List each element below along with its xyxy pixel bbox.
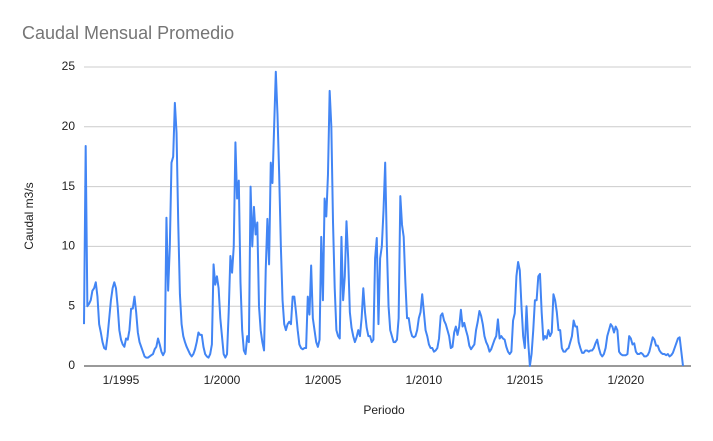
x-tick-label: 1/2020 (607, 373, 644, 387)
y-tick-label: 10 (62, 239, 76, 253)
y-tick-label: 0 (68, 358, 75, 372)
y-tick-label: 25 (62, 59, 76, 73)
data-line (83, 70, 684, 367)
chart-title: Caudal Mensual Promedio (22, 23, 234, 43)
x-axis-label: Periodo (363, 403, 405, 417)
y-axis-label: Caudal m3/s (22, 182, 36, 249)
x-tick-label: 1/1995 (103, 373, 140, 387)
y-tick-label: 5 (68, 298, 75, 312)
y-tick-label: 15 (62, 179, 76, 193)
x-tick-label: 1/2000 (204, 373, 241, 387)
y-tick-label: 20 (62, 119, 76, 133)
x-tick-label: 1/2005 (305, 373, 342, 387)
x-tick-label: 1/2015 (506, 373, 543, 387)
x-tick-label: 1/2010 (406, 373, 443, 387)
